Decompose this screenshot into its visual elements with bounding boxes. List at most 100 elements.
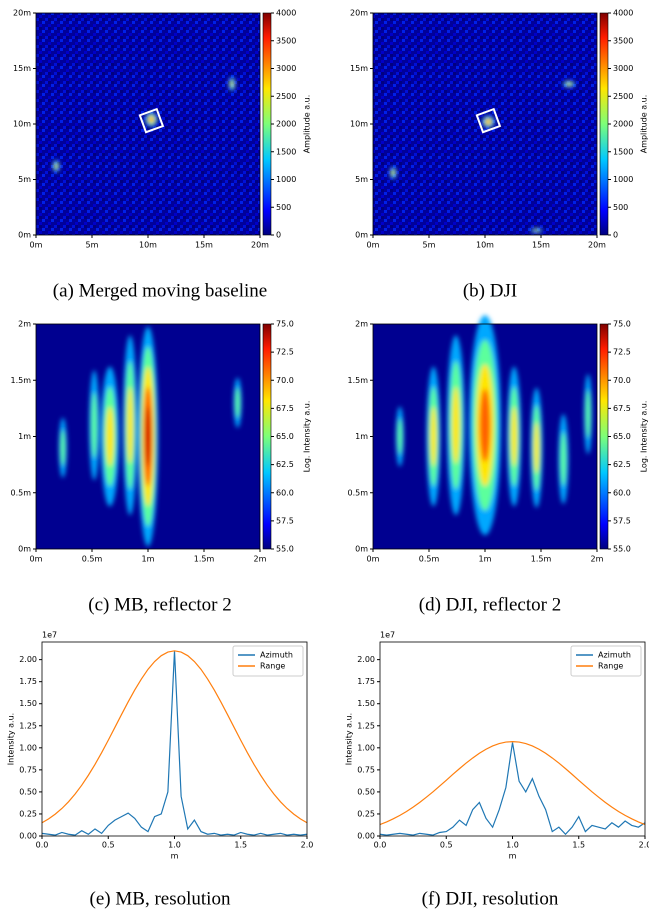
x-tick-label: 2.0	[301, 841, 314, 850]
colorbar-tick-label: 1000	[276, 175, 296, 184]
colorbar-tick-label: 75.0	[276, 320, 294, 329]
x-tick-label: 0.5	[102, 841, 115, 850]
colorbar-tick-label: 0	[613, 231, 618, 240]
colorbar-tick-label: 65.0	[276, 432, 294, 441]
y-tick-label: 1.25	[19, 721, 37, 730]
y-tick-label: 1.75	[357, 677, 375, 686]
colorbar	[599, 323, 609, 550]
colorbar-tick-label: 2500	[276, 92, 296, 101]
reflector-box	[475, 107, 502, 134]
reflector-box	[138, 107, 165, 134]
heatmap-image	[395, 315, 593, 536]
legend-label: Azimuth	[598, 651, 631, 660]
colorbar-tick-label: 62.5	[276, 460, 294, 469]
x-tick-label: 1.0	[168, 841, 181, 850]
offset-label: 1e7	[42, 631, 57, 640]
hotspot	[106, 406, 114, 467]
y-tick-label: 0.00	[357, 832, 375, 841]
series-line	[379, 742, 646, 836]
y-tick-label: 2.00	[19, 655, 37, 664]
y-tick-label: 0.25	[19, 809, 37, 818]
y-tick-label: 0.75	[19, 765, 37, 774]
colorbar-tick-label: 57.5	[613, 516, 631, 525]
x-tick-label: 5m	[423, 241, 436, 250]
colorbar-tick-label: 72.5	[276, 348, 294, 357]
y-tick-label: 0m	[18, 545, 31, 554]
x-tick-label: 0m	[30, 241, 43, 250]
series-line	[41, 650, 308, 836]
x-tick-label: 0.0	[36, 841, 49, 850]
caption: (f) DJI, resolution	[422, 888, 559, 909]
y-tick-label: 10m	[350, 120, 368, 129]
colorbar-tick-label: 4000	[613, 9, 633, 18]
y-tick-label: 0.5m	[10, 488, 31, 497]
y-tick-label: 1.5m	[10, 376, 31, 385]
heatmap-image	[390, 81, 575, 233]
x-axis-label: m	[171, 852, 179, 861]
hotspot	[430, 406, 437, 467]
x-tick-label: 10m	[139, 241, 157, 250]
x-tick-label: 1.5	[572, 841, 585, 850]
x-tick-label: 2.0	[639, 841, 649, 850]
x-tick-label: 0.5	[440, 841, 453, 850]
hotspot	[479, 388, 491, 462]
colorbar-tick-label: 70.0	[276, 376, 294, 385]
x-tick-label: 5m	[86, 241, 99, 250]
colorbar-tick-label: 3000	[276, 64, 296, 73]
colorbar-tick-label: 55.0	[276, 545, 294, 554]
y-tick-label: 0.50	[19, 787, 37, 796]
hotspot	[486, 119, 491, 124]
caption: (e) MB, resolution	[90, 888, 231, 909]
caption: (a) Merged moving baseline	[53, 280, 267, 301]
colorbar-tick-label: 0	[276, 231, 281, 240]
colorbar-label: Log. Intensity a.u.	[640, 401, 649, 473]
colorbar-tick-label: 3000	[613, 64, 633, 73]
colorbar-tick-label: 57.5	[276, 516, 294, 525]
colorbar-tick-label: 67.5	[613, 404, 631, 413]
colorbar-label: Amplitude a.u.	[303, 95, 312, 154]
colorbar-tick-label: 2000	[613, 120, 633, 129]
x-tick-label: 1.5m	[194, 555, 215, 564]
y-tick-label: 1.00	[19, 743, 37, 752]
legend-box	[232, 645, 304, 677]
hotspot	[230, 81, 234, 88]
hotspot	[391, 170, 395, 176]
x-tick-label: 1m	[479, 555, 492, 564]
colorbar-tick-label: 2000	[276, 120, 296, 129]
y-tick-label: 2m	[18, 320, 31, 329]
y-axis-label: Intensity a.u.	[345, 713, 354, 765]
y-axis-label: Intensity a.u.	[7, 713, 16, 765]
hotspot	[145, 406, 151, 467]
hotspot	[127, 386, 134, 464]
y-tick-label: 1.50	[357, 699, 375, 708]
x-tick-label: 0.5m	[82, 555, 103, 564]
colorbar-tick-label: 75.0	[613, 320, 631, 329]
y-tick-label: 0.50	[357, 787, 375, 796]
legend-label: Range	[260, 662, 285, 671]
colorbar-tick-label: 3500	[613, 36, 633, 45]
plot-frame	[372, 323, 598, 550]
y-tick-label: 0m	[355, 231, 368, 240]
y-tick-label: 10m	[13, 120, 31, 129]
colorbar-tick-label: 1500	[613, 147, 633, 156]
offset-label: 1e7	[380, 631, 395, 640]
hotspot	[149, 117, 154, 122]
x-axis-label: m	[509, 852, 517, 861]
x-tick-label: 1m	[142, 555, 155, 564]
colorbar-tick-label: 500	[276, 203, 291, 212]
caption: (d) DJI, reflector 2	[419, 594, 561, 615]
x-tick-label: 20m	[251, 241, 269, 250]
plot-frame	[35, 323, 261, 550]
hotspot	[91, 392, 98, 459]
colorbar-tick-label: 60.0	[613, 488, 631, 497]
colorbar-tick-label: 60.0	[276, 488, 294, 497]
colorbar-label: Log. Intensity a.u.	[303, 401, 312, 473]
x-tick-label: 0m	[367, 555, 380, 564]
colorbar-tick-label: 70.0	[613, 376, 631, 385]
colorbar	[599, 12, 609, 236]
heatmap-image	[58, 326, 242, 547]
y-tick-label: 15m	[13, 64, 31, 73]
colorbar-label: Amplitude a.u.	[640, 95, 649, 154]
colorbar-tick-label: 72.5	[613, 348, 631, 357]
colorbar-tick-label: 1000	[613, 175, 633, 184]
